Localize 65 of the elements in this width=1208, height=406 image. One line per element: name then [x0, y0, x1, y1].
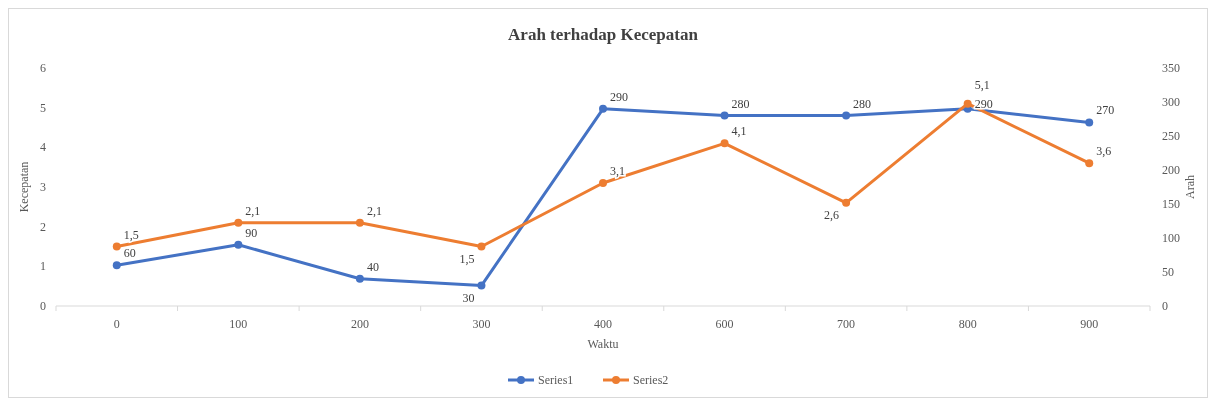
data-label: 290 [610, 89, 628, 104]
data-label: 280 [853, 96, 872, 111]
data-label: 60 [123, 246, 136, 261]
data-label: 3,1 [610, 164, 625, 179]
point [112, 261, 121, 270]
x-tick-label: 0 [113, 317, 120, 331]
data-label: 1,5 [123, 227, 139, 242]
legend-label: Series1 [538, 373, 574, 387]
data-label: 280 [731, 96, 750, 111]
x-tick-label: 700 [837, 317, 856, 331]
y2-tick-label: 250 [1162, 129, 1180, 143]
data-label: 4,1 [731, 124, 747, 139]
y2-tick-label: 150 [1162, 197, 1180, 211]
y2-tick-label: 200 [1162, 163, 1180, 177]
y2-tick-label: 300 [1162, 95, 1180, 109]
y-tick-label: 0 [40, 299, 46, 313]
y-tick-label: 4 [40, 140, 46, 155]
legend-label: Series2 [633, 373, 669, 387]
point [720, 139, 729, 148]
x-tick-label: 800 [958, 317, 977, 331]
point [599, 179, 607, 188]
y2-axis-title: Arah [1183, 175, 1197, 199]
data-label: 90 [245, 225, 258, 240]
point [1085, 118, 1094, 127]
x-axis-title: Waktu [587, 337, 619, 351]
data-label: 1,5 [459, 251, 475, 266]
x-tick-label: 400 [594, 317, 612, 331]
x-tick-label: 100 [229, 317, 248, 331]
chart-title: Arah terhadap Kecepatan [508, 25, 699, 44]
point [720, 111, 729, 120]
data-label: 2,1 [245, 203, 261, 218]
data-label: 30 [462, 290, 475, 305]
point [355, 218, 364, 227]
point [1085, 159, 1094, 168]
y2-tick-label: 50 [1162, 265, 1174, 279]
y-axis-title: Kecepatan [17, 161, 31, 213]
point [477, 242, 486, 251]
data-label: 5,1 [974, 77, 990, 92]
point [355, 274, 364, 283]
point [234, 218, 243, 227]
data-label: 40 [366, 259, 379, 274]
point [842, 111, 851, 120]
x-tick-label: 900 [1080, 317, 1099, 331]
y-tick-label: 1 [40, 259, 46, 274]
data-label: 270 [1096, 103, 1115, 118]
y-tick-label: 6 [40, 61, 46, 75]
point [599, 104, 607, 113]
x-tick-label: 300 [472, 317, 491, 331]
y-tick-label: 5 [40, 100, 46, 115]
x-tick-label: 600 [715, 317, 734, 331]
data-label: 3,6 [1096, 144, 1112, 159]
y2-tick-label: 100 [1162, 231, 1180, 245]
y2-tick-label: 0 [1162, 299, 1168, 313]
point [842, 198, 851, 207]
y2-tick-label: 350 [1162, 61, 1180, 75]
data-label: 2,1 [366, 203, 382, 218]
point [234, 240, 243, 249]
x-tick-label: 200 [350, 317, 369, 331]
point [477, 281, 486, 290]
point [963, 99, 972, 108]
data-label: 290 [974, 96, 993, 111]
point [112, 242, 121, 251]
data-label: 2,6 [824, 207, 840, 222]
y-tick-label: 3 [40, 180, 46, 194]
y-tick-label: 2 [40, 219, 46, 234]
